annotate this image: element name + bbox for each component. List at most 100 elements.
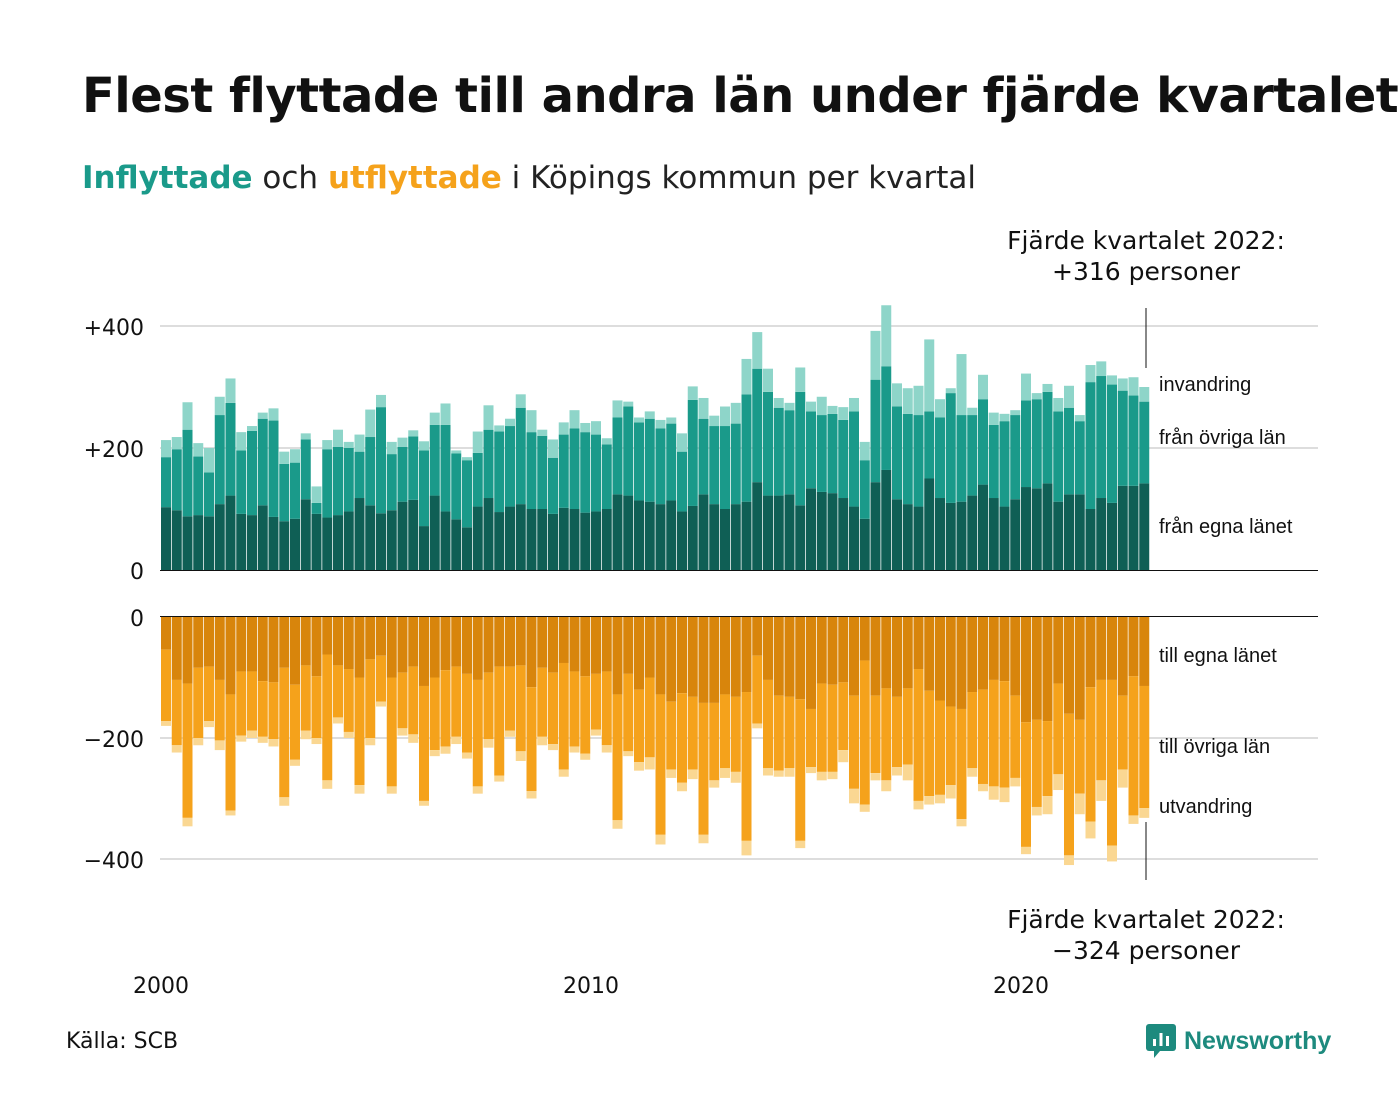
bar-in-own-county: [677, 511, 687, 570]
bar-out-own-county: [924, 617, 935, 691]
bar-out-own-county: [1021, 617, 1031, 723]
bar-in-other-counties: [472, 452, 483, 507]
bar-out-own-county: [1107, 617, 1117, 680]
bar-out-emigration: [644, 757, 655, 770]
bar-out-emigration: [838, 750, 849, 763]
bar-in-other-counties: [709, 426, 720, 505]
bar-in-own-county: [1021, 487, 1031, 570]
legend-invandring: invandring: [1159, 374, 1251, 396]
bar-out-emigration: [623, 751, 634, 757]
bar-out-emigration: [505, 730, 515, 737]
bar-in-other-counties: [591, 434, 601, 512]
bar-out-emigration: [634, 762, 644, 771]
top-y-tick-label: 0: [130, 560, 144, 585]
bar-in-own-county: [408, 499, 419, 570]
annotation-out-line2: −324 personer: [1052, 936, 1241, 965]
bar-in-other-counties: [892, 406, 902, 500]
bar-out-other-counties: [827, 684, 838, 772]
bar-in-other-counties: [236, 450, 247, 514]
bar-in-immigration: [730, 402, 741, 424]
bar-in-own-county: [623, 495, 634, 570]
bar-in-own-county: [892, 499, 902, 570]
bar-out-emigration: [408, 734, 419, 743]
bar-out-other-counties: [881, 688, 892, 781]
bar-out-emigration: [1010, 777, 1021, 787]
bar-out-own-county: [945, 617, 956, 707]
subtitle-out-word: utflyttade: [327, 160, 502, 196]
bar-out-emigration: [816, 771, 827, 781]
bar-in-own-county: [580, 512, 591, 570]
bar-out-emigration: [494, 775, 505, 782]
bar-out-other-counties: [333, 665, 343, 718]
bar-out-emigration: [386, 786, 397, 794]
bar-out-own-county: [859, 617, 870, 661]
bar-in-other-counties: [1053, 411, 1064, 502]
bar-in-immigration: [999, 413, 1010, 422]
bar-in-immigration: [1107, 375, 1117, 385]
bottom-y-tick-label: 0: [130, 607, 144, 632]
bar-in-immigration: [279, 451, 290, 464]
bar-out-emigration: [1107, 845, 1117, 862]
bar-out-other-counties: [988, 679, 999, 787]
bar-out-other-counties: [1053, 683, 1064, 775]
bar-in-other-counties: [462, 460, 472, 528]
bar-in-own-county: [569, 509, 580, 570]
bar-in-immigration: [655, 419, 666, 429]
bar-out-emigration: [193, 738, 204, 746]
bar-in-own-county: [537, 509, 548, 570]
bar-in-other-counties: [204, 472, 214, 517]
bar-in-own-county: [935, 498, 945, 570]
bar-out-emigration: [171, 745, 182, 753]
bar-out-emigration: [687, 769, 698, 780]
bar-out-other-counties: [182, 683, 193, 818]
bar-in-immigration: [935, 399, 945, 418]
bar-in-other-counties: [483, 429, 494, 499]
bar-in-other-counties: [838, 419, 849, 499]
bar-in-own-county: [451, 519, 462, 570]
bar-out-emigration: [827, 771, 838, 780]
bar-out-other-counties: [429, 677, 440, 751]
bar-out-own-county: [429, 617, 440, 678]
x-tick-label: 2020: [993, 974, 1049, 999]
bar-in-own-county: [1074, 494, 1085, 570]
bar-out-emigration: [429, 750, 440, 757]
subtitle-and-word: och: [262, 160, 319, 196]
bar-out-other-counties: [569, 671, 580, 747]
bar-out-own-county: [644, 617, 655, 678]
bar-in-immigration: [494, 425, 505, 432]
bar-out-other-counties: [816, 683, 827, 772]
bar-in-immigration: [311, 486, 322, 503]
bar-in-immigration: [214, 396, 225, 416]
bar-out-own-county: [956, 617, 967, 709]
bar-out-own-county: [365, 617, 376, 660]
bar-out-other-counties: [322, 654, 333, 781]
bar-in-other-counties: [1042, 391, 1053, 484]
bar-out-emigration: [870, 773, 881, 781]
bar-in-immigration: [365, 409, 376, 438]
bar-in-immigration: [483, 405, 494, 430]
bar-out-own-county: [773, 617, 784, 696]
bar-in-own-county: [956, 501, 967, 570]
bar-in-immigration: [300, 433, 311, 440]
bar-in-own-county: [902, 504, 913, 570]
bar-in-immigration: [1096, 361, 1107, 377]
bar-in-own-county: [1064, 494, 1074, 570]
bar-in-own-county: [881, 469, 892, 570]
bar-in-own-county: [612, 494, 623, 570]
bar-in-other-counties: [268, 420, 279, 517]
bar-in-own-county: [161, 507, 171, 570]
bar-out-own-county: [515, 617, 526, 666]
bar-out-other-counties: [999, 681, 1010, 788]
bar-in-own-county: [257, 505, 268, 570]
bar-out-own-county: [978, 617, 988, 690]
bar-out-emigration: [225, 810, 236, 816]
bar-out-emigration: [1096, 780, 1107, 801]
bar-out-other-counties: [677, 693, 687, 783]
bar-out-other-counties: [247, 671, 257, 731]
axes: [160, 570, 1318, 617]
bar-out-other-counties: [1064, 713, 1074, 856]
bar-out-other-counties: [870, 695, 881, 774]
bar-in-other-counties: [354, 451, 365, 499]
bar-in-other-counties: [580, 432, 591, 513]
bar-out-other-counties: [408, 666, 419, 735]
